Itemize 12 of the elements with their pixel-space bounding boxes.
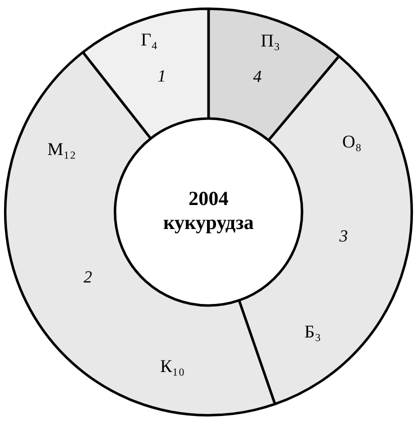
text: О₈	[342, 131, 362, 152]
text: Г₄	[140, 29, 158, 50]
text: Б₃	[304, 321, 322, 342]
text: П₃	[260, 30, 280, 50]
text: М₁₂	[47, 138, 76, 159]
slice-label: 1	[158, 66, 166, 86]
slice-label: 4	[253, 67, 262, 86]
slice-label: 2	[84, 267, 93, 286]
text: К₁₀	[160, 356, 185, 376]
slice-label: 3	[338, 226, 348, 246]
text: 2004	[188, 188, 228, 210]
text: кукурудза	[163, 212, 254, 234]
